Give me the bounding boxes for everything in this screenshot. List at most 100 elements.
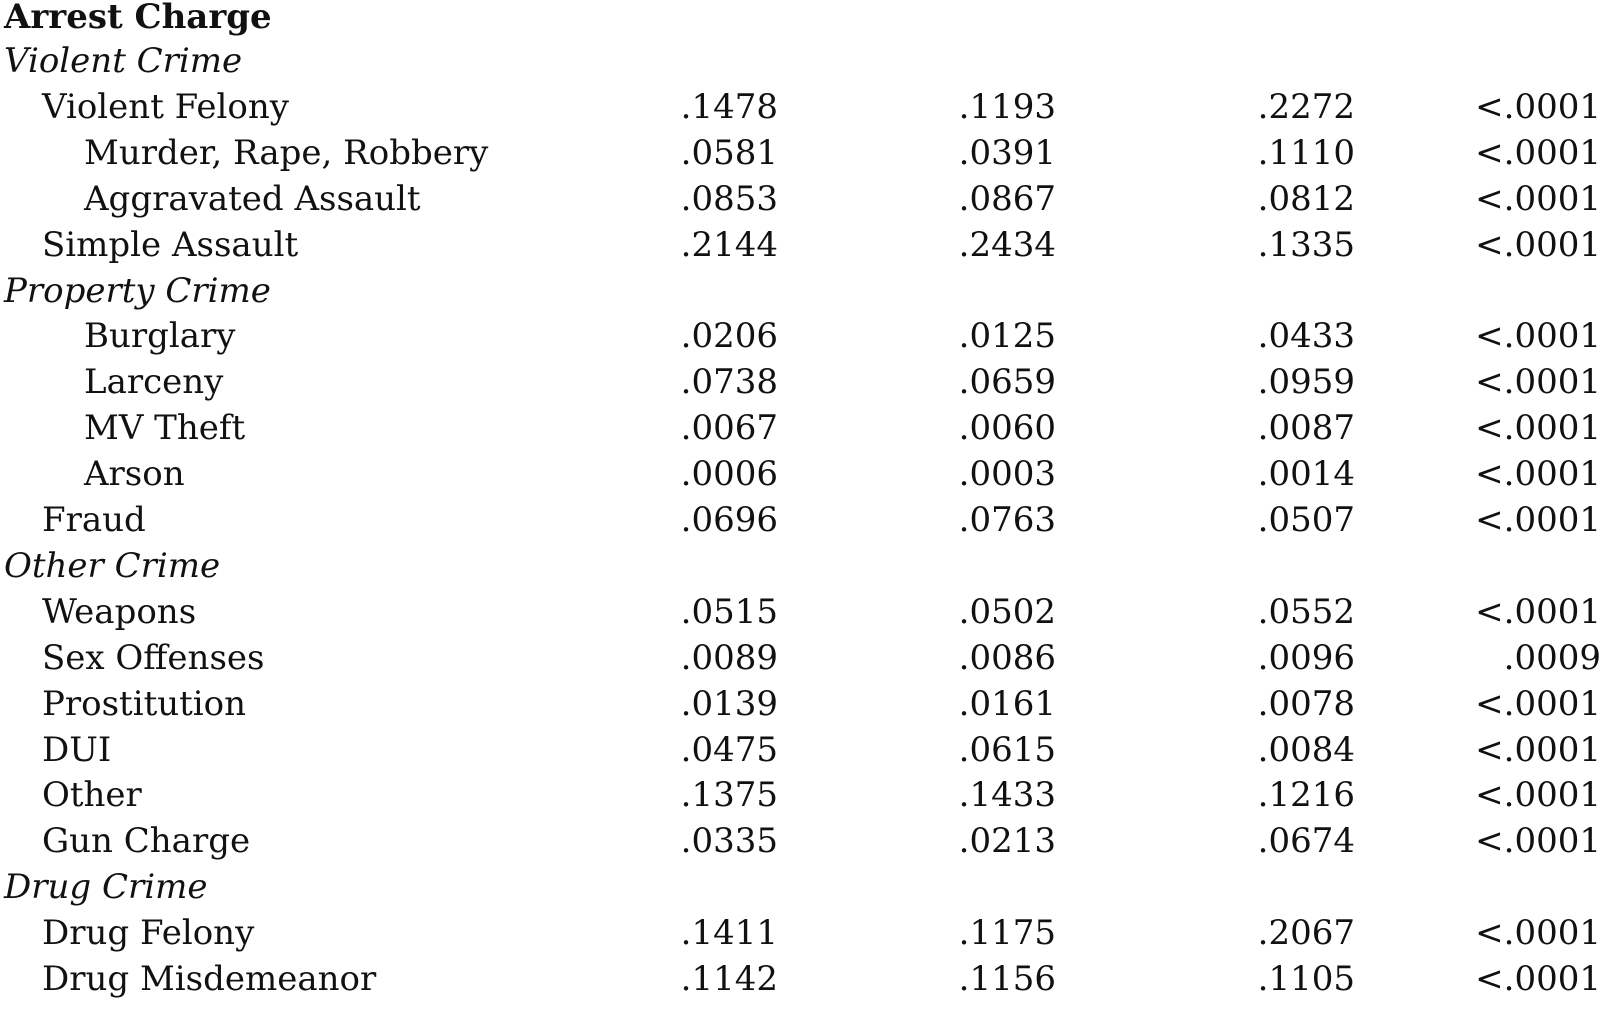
row-label: Burglary xyxy=(84,316,236,357)
section-label: Violent Crime xyxy=(4,41,243,81)
table-row: Larceny .0738 .0659 .0959 <.0001 xyxy=(0,359,1612,405)
value-cell-col3: .0084 xyxy=(1257,729,1355,770)
value-cell-col3: .0014 xyxy=(1257,454,1355,495)
value-cell-col3: .1105 xyxy=(1257,959,1355,999)
row-label: Gun Charge xyxy=(42,821,251,862)
table-row: Murder, Rape, Robbery .0581 .0391 .1110 <.00… xyxy=(0,130,1612,176)
table-header-row: Arrest Charge xyxy=(0,0,1612,40)
value-cell-col2: .1193 xyxy=(958,86,1056,127)
row-label: Larceny xyxy=(84,362,224,403)
table-row: Arson .0006 .0003 .0014 <.0001 xyxy=(0,451,1612,497)
value-cell-col1: .0738 xyxy=(680,362,778,403)
section-label: Property Crime xyxy=(4,270,271,311)
value-cell-col2: .0161 xyxy=(958,683,1056,724)
value-cell-col1: .0206 xyxy=(680,316,778,357)
value-cell-col4: <.0001 xyxy=(1475,500,1601,540)
table-row: Simple Assault .2144 .2434 .1335 <.0001 xyxy=(0,222,1612,268)
value-cell-col4: <.0001 xyxy=(1475,775,1601,816)
section-row: Violent Crime xyxy=(0,38,1612,84)
value-cell-col1: .1478 xyxy=(680,86,778,127)
table-row: Aggravated Assault .0853 .0867 .0812 <.0001 xyxy=(0,176,1612,222)
table-row: Burglary .0206 .0125 .0433 <.0001 xyxy=(0,313,1612,359)
value-cell-col3: .0433 xyxy=(1257,316,1355,357)
value-cell-col3: .1216 xyxy=(1257,775,1355,816)
value-cell-col1: .0335 xyxy=(680,821,778,862)
value-cell-col1: .0581 xyxy=(680,132,778,173)
value-cell-col1: .0067 xyxy=(680,408,778,449)
row-label: DUI xyxy=(42,729,112,770)
value-cell-col1: .0853 xyxy=(680,178,778,219)
value-cell-col4: <.0001 xyxy=(1475,683,1601,724)
section-label: Other Crime xyxy=(4,545,221,586)
section-row: Other Crime xyxy=(0,543,1612,589)
value-cell-col3: .2067 xyxy=(1257,913,1355,954)
row-label: Sex Offenses xyxy=(42,637,265,678)
value-cell-col1: .0006 xyxy=(680,454,778,495)
value-cell-col3: .0096 xyxy=(1257,637,1355,678)
row-label: Drug Felony xyxy=(42,913,255,954)
value-cell-col1: .0696 xyxy=(680,500,778,540)
value-cell-col3: .0087 xyxy=(1257,408,1355,449)
table-row: Fraud .0696 .0763 .0507 <.0001 xyxy=(0,497,1612,543)
section-label: Drug Crime xyxy=(4,867,208,908)
row-label: Simple Assault xyxy=(42,224,299,265)
value-cell-col2: .2434 xyxy=(958,224,1056,265)
value-cell-col2: .1433 xyxy=(958,775,1056,816)
value-cell-col2: .0060 xyxy=(958,408,1056,449)
row-label: Murder, Rape, Robbery xyxy=(84,132,489,173)
table-row: Other .1375 .1433 .1216 <.0001 xyxy=(0,772,1612,818)
section-row: Drug Crime xyxy=(0,864,1612,910)
table-row: Prostitution .0139 .0161 .0078 <.0001 xyxy=(0,681,1612,727)
value-cell-col3: .2272 xyxy=(1257,86,1355,127)
value-cell-col1: .0089 xyxy=(680,637,778,678)
table-row: Drug Misdemeanor .1142 .1156 .1105 <.0001 xyxy=(0,956,1612,1002)
section-row: Property Crime xyxy=(0,268,1612,314)
value-cell-col4: <.0001 xyxy=(1475,959,1601,999)
value-cell-col4: <.0001 xyxy=(1475,178,1601,219)
value-cell-col2: .0615 xyxy=(958,729,1056,770)
value-cell-col1: .1142 xyxy=(680,959,778,999)
value-cell-col2: .1175 xyxy=(958,913,1056,954)
value-cell-col4: <.0001 xyxy=(1475,132,1601,173)
value-cell-col3: .0812 xyxy=(1257,178,1355,219)
value-cell-col2: .0003 xyxy=(958,454,1056,495)
value-cell-col4: <.0001 xyxy=(1475,591,1601,632)
value-cell-col1: .0139 xyxy=(680,683,778,724)
value-cell-col2: .0867 xyxy=(958,178,1056,219)
table-row: Gun Charge .0335 .0213 .0674 <.0001 xyxy=(0,818,1612,864)
value-cell-col3: .0959 xyxy=(1257,362,1355,403)
value-cell-col1: .0515 xyxy=(680,591,778,632)
value-cell-col1: .2144 xyxy=(680,224,778,265)
value-cell-col2: .0763 xyxy=(958,500,1056,540)
value-cell-col4: <.0001 xyxy=(1475,224,1601,265)
row-label: Violent Felony xyxy=(42,86,289,127)
value-cell-col2: .0086 xyxy=(958,637,1056,678)
row-label: Other xyxy=(42,775,142,816)
row-label: Weapons xyxy=(42,591,197,632)
table-row: DUI .0475 .0615 .0084 <.0001 xyxy=(0,727,1612,773)
value-cell-col3: .0078 xyxy=(1257,683,1355,724)
table-row: Violent Felony .1478 .1193 .2272 <.0001 xyxy=(0,84,1612,130)
table-row: Sex Offenses .0089 .0086 .0096 .0009 xyxy=(0,635,1612,681)
value-cell-col3: .0507 xyxy=(1257,500,1355,540)
value-cell-col4: <.0001 xyxy=(1475,316,1601,357)
value-cell-col4: <.0001 xyxy=(1475,913,1601,954)
row-label: Fraud xyxy=(42,500,146,540)
value-cell-col4: <.0001 xyxy=(1475,821,1601,862)
table-header-label: Arrest Charge xyxy=(4,0,272,37)
value-cell-col2: .0659 xyxy=(958,362,1056,403)
value-cell-col1: .0475 xyxy=(680,729,778,770)
row-label: Prostitution xyxy=(42,683,247,724)
value-cell-col4: .0009 xyxy=(1503,637,1601,678)
value-cell-col4: <.0001 xyxy=(1475,408,1601,449)
table-row: Weapons .0515 .0502 .0552 <.0001 xyxy=(0,589,1612,635)
table-row: Drug Felony .1411 .1175 .2067 <.0001 xyxy=(0,910,1612,956)
value-cell-col3: .0674 xyxy=(1257,821,1355,862)
table-row: MV Theft .0067 .0060 .0087 <.0001 xyxy=(0,405,1612,451)
row-label: Aggravated Assault xyxy=(84,178,421,219)
value-cell-col2: .0502 xyxy=(958,591,1056,632)
value-cell-col2: .0125 xyxy=(958,316,1056,357)
row-label: MV Theft xyxy=(84,408,246,449)
value-cell-col3: .1110 xyxy=(1257,132,1355,173)
